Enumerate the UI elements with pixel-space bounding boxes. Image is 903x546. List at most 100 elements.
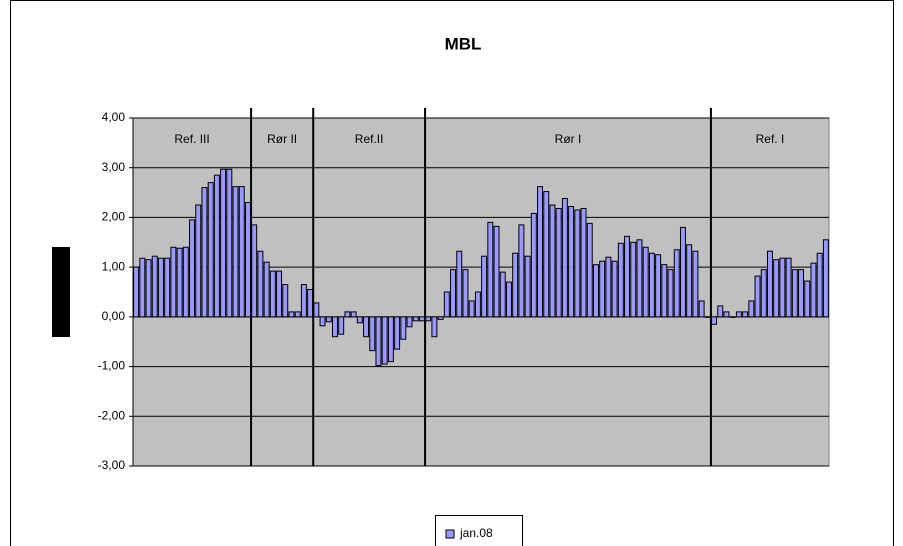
region-label: Ref. III [174, 132, 209, 146]
bar [369, 316, 376, 352]
bar [450, 269, 457, 318]
bar [294, 311, 301, 318]
bar [543, 191, 550, 318]
bar [189, 219, 196, 318]
bar [760, 269, 767, 318]
bar [729, 316, 736, 318]
y-tick-label: 4,00 [102, 110, 126, 124]
bar [555, 207, 562, 318]
bar [170, 246, 177, 318]
bar [711, 316, 718, 325]
bar [157, 257, 164, 318]
bar [244, 202, 251, 318]
bar [561, 198, 568, 318]
bar [692, 250, 699, 318]
bar [338, 316, 345, 335]
bar [791, 269, 798, 318]
legend-label: jan.08 [459, 526, 493, 540]
bar [592, 264, 599, 318]
bar [363, 316, 370, 338]
bar [642, 246, 649, 318]
bar [387, 316, 394, 363]
bar [487, 221, 494, 318]
bar [425, 316, 432, 322]
y-tick-label: 1,00 [102, 259, 126, 273]
bar [655, 254, 662, 318]
bar [667, 269, 674, 318]
bar [499, 271, 506, 318]
bar [151, 255, 158, 318]
bar [512, 252, 519, 318]
y-tick-label: 0,00 [102, 309, 126, 323]
bar [418, 316, 425, 322]
bar [462, 269, 469, 318]
bar [220, 168, 227, 318]
bar [617, 242, 624, 318]
legend-swatch [445, 529, 455, 539]
bar [269, 270, 276, 318]
bar [356, 316, 363, 324]
bar [673, 249, 680, 318]
bar [586, 222, 593, 318]
bar [331, 316, 338, 338]
bar [816, 252, 823, 318]
bar [257, 250, 264, 318]
bar [779, 257, 786, 318]
bar [735, 311, 742, 318]
bar [164, 257, 171, 318]
bar [530, 212, 537, 318]
bar [505, 281, 512, 318]
bar [276, 270, 283, 318]
bar [798, 269, 805, 318]
bar [350, 311, 357, 318]
bar [474, 291, 481, 318]
bar [822, 239, 829, 318]
bar [624, 235, 631, 318]
bar [133, 266, 140, 318]
bar [524, 255, 531, 318]
region-label: Ref.II [355, 132, 384, 146]
bar [139, 257, 146, 318]
y-tick-label: 2,00 [102, 210, 126, 224]
bar [176, 247, 183, 318]
bar [704, 316, 711, 318]
bar [636, 239, 643, 318]
bar [611, 260, 618, 318]
bar [288, 311, 295, 318]
bar [748, 300, 755, 318]
bar [518, 224, 525, 318]
bar [313, 302, 320, 318]
bar [549, 204, 556, 318]
bar [394, 316, 401, 350]
bar [481, 255, 488, 318]
bar [400, 316, 407, 340]
bar [456, 250, 463, 318]
bar [406, 316, 413, 328]
bar [344, 311, 351, 318]
bar [493, 225, 500, 318]
bar [785, 257, 792, 318]
bar [263, 261, 270, 318]
bar [437, 316, 444, 320]
bar [605, 256, 612, 318]
axis-label-box [52, 247, 70, 337]
bar [537, 186, 544, 318]
bar [182, 246, 189, 318]
bar [574, 209, 581, 318]
bar [319, 316, 326, 327]
bar [766, 250, 773, 318]
bar [238, 186, 245, 318]
bar [232, 186, 239, 318]
chart-title: MBL [445, 34, 482, 53]
region-label: Rør II [267, 132, 297, 146]
bar [723, 311, 730, 318]
region-label: Ref. I [756, 132, 785, 146]
bar [810, 262, 817, 318]
bar [307, 289, 314, 318]
region-label: Rør I [555, 132, 582, 146]
y-tick-label: -2,00 [98, 408, 126, 422]
bar [773, 259, 780, 318]
bar [686, 244, 693, 318]
bar [468, 300, 475, 318]
